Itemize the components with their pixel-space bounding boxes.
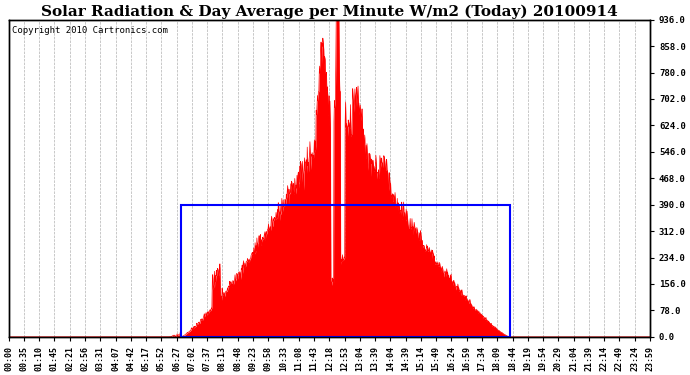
Title: Solar Radiation & Day Average per Minute W/m2 (Today) 20100914: Solar Radiation & Day Average per Minute… — [41, 4, 618, 18]
Text: Copyright 2010 Cartronics.com: Copyright 2010 Cartronics.com — [12, 26, 168, 35]
Bar — [181, 205, 509, 337]
